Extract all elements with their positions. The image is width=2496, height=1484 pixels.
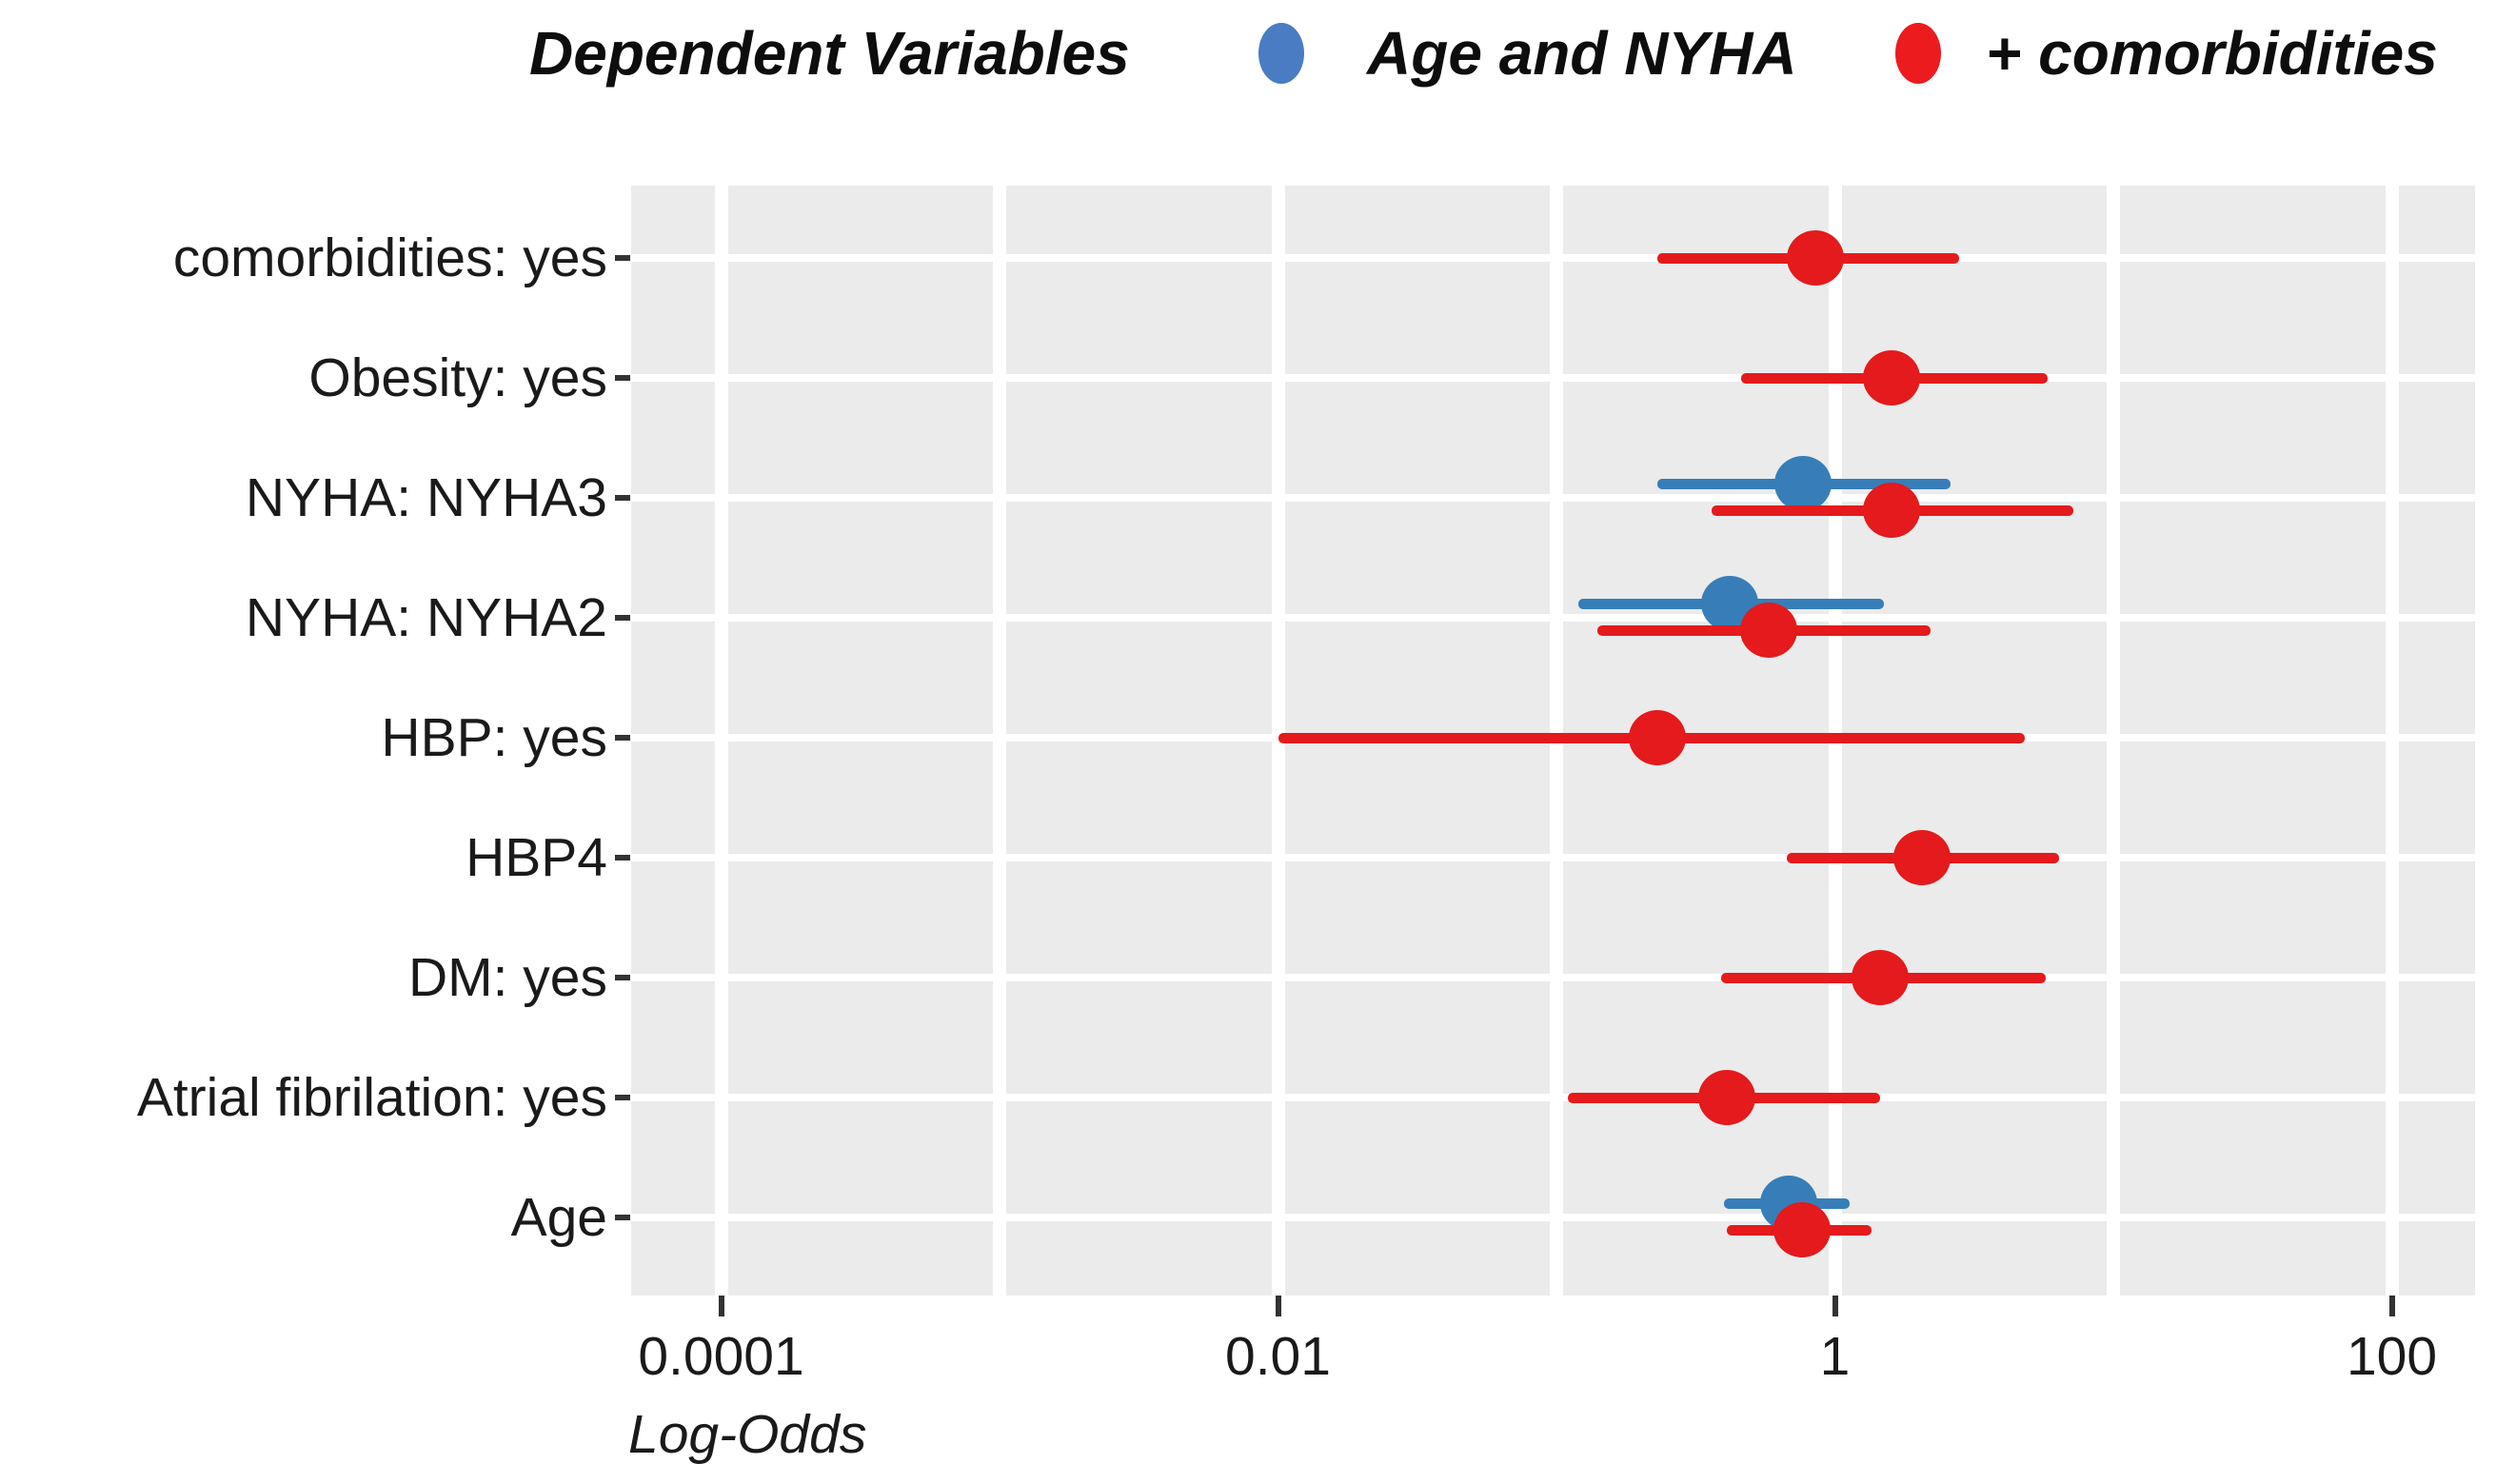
y-gridline: [631, 494, 2475, 502]
legend-dot-age-nyha-icon: [1258, 23, 1304, 84]
y-gridline: [631, 974, 2475, 981]
y-axis-label: HBP: yes: [381, 707, 607, 768]
y-axis-tick: [615, 975, 630, 980]
y-axis-label: HBP4: [466, 827, 607, 888]
legend-title: Dependent Variables: [529, 19, 1130, 88]
y-axis-tick: [615, 255, 630, 261]
y-axis-tick: [615, 1215, 630, 1220]
x-axis-tick-label: 0.01: [1225, 1326, 1331, 1387]
data-point: [1773, 1202, 1831, 1257]
x-axis-tick: [2388, 1296, 2395, 1316]
x-axis-title: Log-Odds: [628, 1404, 867, 1465]
data-point: [1786, 230, 1844, 286]
x-axis-tick-label: 1: [1819, 1326, 1851, 1387]
x-axis-tick-label: 0.0001: [638, 1326, 804, 1387]
x-axis-tick-label: 100: [2346, 1326, 2438, 1387]
y-axis-tick: [615, 855, 630, 861]
data-point: [1892, 830, 1951, 885]
y-axis-label: NYHA: NYHA2: [245, 587, 607, 648]
y-gridline: [631, 1094, 2475, 1101]
legend-label-age-nyha: Age and NYHA: [1367, 19, 1797, 88]
data-point: [1628, 710, 1686, 765]
data-point: [1863, 483, 1921, 538]
data-point: [1774, 456, 1832, 511]
x-axis-tick: [1832, 1296, 1838, 1316]
y-axis-tick: [615, 495, 630, 501]
y-gridline: [631, 254, 2475, 262]
y-axis-label: Obesity: yes: [308, 347, 607, 408]
y-axis-tick: [615, 735, 630, 741]
legend-dot-comorbidities-icon: [1895, 23, 1941, 84]
data-point: [1740, 603, 1798, 658]
y-axis-label: Age: [510, 1187, 607, 1248]
y-gridline: [631, 1214, 2475, 1221]
y-gridline: [631, 854, 2475, 861]
y-gridline: [631, 374, 2475, 382]
y-axis-label: DM: yes: [407, 947, 607, 1008]
y-axis-label: comorbidities: yes: [172, 228, 607, 288]
data-point: [1698, 1070, 1756, 1125]
y-axis-tick: [615, 1095, 630, 1100]
y-axis-label: NYHA: NYHA3: [245, 467, 607, 528]
y-gridline: [631, 614, 2475, 622]
legend-label-comorbidities: + comorbidities: [1986, 19, 2438, 88]
x-axis-tick: [1275, 1296, 1281, 1316]
x-axis-tick: [718, 1296, 724, 1316]
y-axis-label: Atrial fibrilation: yes: [136, 1067, 607, 1128]
data-point: [1851, 950, 1909, 1005]
y-axis-tick: [615, 615, 630, 621]
data-point: [1863, 350, 1921, 406]
y-axis-tick: [615, 375, 630, 381]
